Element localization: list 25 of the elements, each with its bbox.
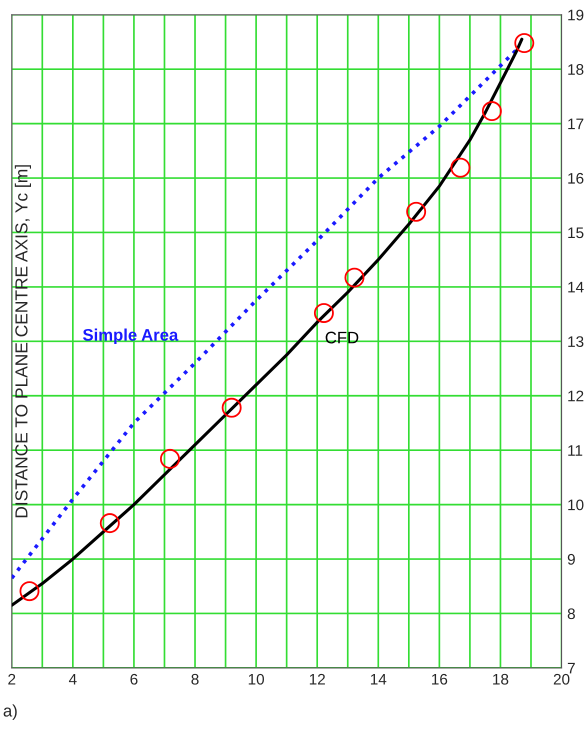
y-tick-label: 17 <box>568 118 584 130</box>
x-tick-label: 6 <box>130 674 138 685</box>
x-tick-label: 16 <box>432 674 448 685</box>
y-tick-label: 11 <box>568 445 582 456</box>
x-tick-label: 8 <box>191 674 199 685</box>
y-tick-label: 14 <box>568 282 584 292</box>
y-tick-label: 8 <box>568 608 575 620</box>
x-tick-label: 2 <box>8 674 16 685</box>
x-tick-label: 12 <box>310 674 325 685</box>
y-tick-label: 12 <box>568 390 584 402</box>
x-tick-label: 14 <box>370 674 386 685</box>
y-tick-label: 13 <box>568 336 584 348</box>
x-tick-label: 4 <box>68 674 77 685</box>
x-tick-label: 20 <box>554 674 570 685</box>
y-tick-label: 18 <box>568 64 584 75</box>
y-tick-label: 7 <box>568 662 575 674</box>
y-tick-label: 9 <box>568 554 575 565</box>
y-tick-label: 10 <box>568 499 584 510</box>
x-tick-label: 18 <box>493 674 508 685</box>
y-tick-label: 15 <box>568 227 584 238</box>
text: a) <box>4 704 17 720</box>
x-tick-label: 10 <box>248 674 264 685</box>
y-tick-label: 16 <box>568 172 584 184</box>
y-tick-label: 19 <box>568 10 584 20</box>
y-axis-title: DISTANCE TO PLANE CENTRE AXIS, Yc [m] <box>14 165 31 518</box>
